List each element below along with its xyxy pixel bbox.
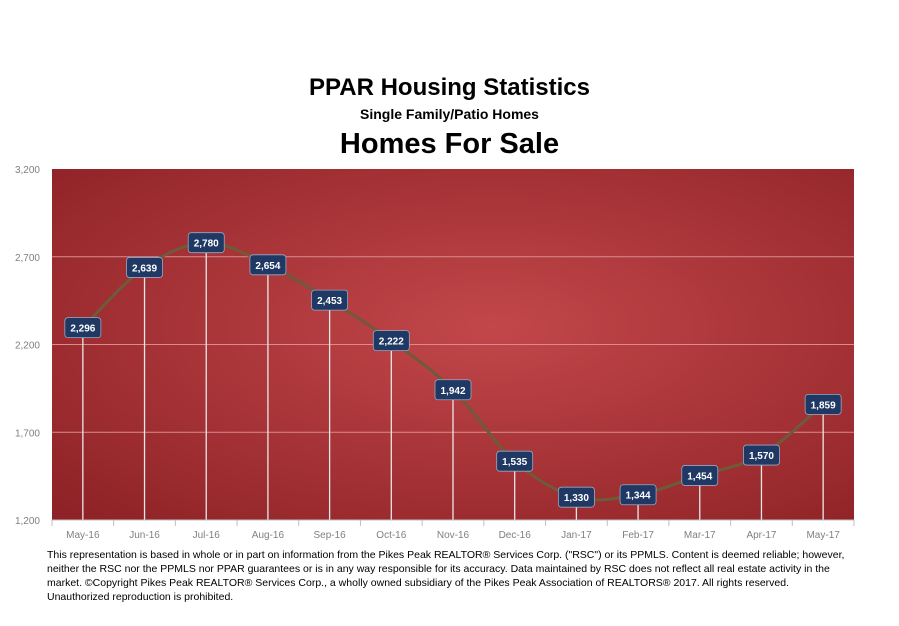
x-tick-label: Nov-16 bbox=[437, 530, 470, 540]
drop-lines bbox=[82, 242, 824, 520]
data-label-text: 1,330 bbox=[564, 493, 589, 504]
data-label-text: 2,639 bbox=[132, 263, 157, 274]
data-label-box bbox=[187, 232, 225, 254]
x-tick-label: Sep-16 bbox=[313, 530, 346, 540]
data-label: 1,570 bbox=[743, 444, 780, 466]
data-label-box bbox=[496, 450, 534, 472]
x-tick-label: Apr-17 bbox=[746, 530, 776, 540]
y-tick-label: 1,700 bbox=[15, 428, 40, 439]
subtitle: Single Family/Patio Homes bbox=[360, 106, 539, 122]
y-tick-label: 1,200 bbox=[15, 516, 40, 527]
x-tick-label: Jun-16 bbox=[129, 530, 160, 540]
data-label: 2,453 bbox=[311, 289, 349, 311]
x-tick-label: Jan-17 bbox=[561, 530, 592, 540]
data-label: 1,330 bbox=[557, 486, 595, 508]
homes-for-sale-line-chart: 1,200 1,700 2,200 2,700 3,200 May-16 Jun-16 Ju… bbox=[15, 165, 855, 540]
data-label-text: 2,780 bbox=[194, 239, 219, 250]
data-label-text: 2,453 bbox=[317, 296, 342, 307]
data-label-box bbox=[557, 486, 595, 508]
data-label: 2,296 bbox=[64, 317, 102, 339]
data-label-box bbox=[372, 330, 410, 352]
data-label: 2,780 bbox=[187, 232, 225, 254]
data-label-box bbox=[249, 254, 287, 276]
data-label-text: 1,535 bbox=[502, 457, 527, 468]
data-label: 2,639 bbox=[126, 257, 163, 278]
data-label-text: 1,454 bbox=[687, 471, 712, 482]
data-label-text: 1,942 bbox=[440, 386, 465, 397]
x-tick-label: Mar-17 bbox=[684, 530, 716, 540]
x-tick-label: May-16 bbox=[66, 530, 100, 540]
data-label-text: 1,570 bbox=[749, 451, 774, 462]
data-label: 1,454 bbox=[681, 465, 719, 486]
data-label-text: 2,654 bbox=[255, 261, 280, 272]
data-label-box bbox=[681, 465, 719, 486]
data-label-text: 1,859 bbox=[811, 400, 836, 411]
data-label-box bbox=[64, 317, 102, 339]
data-label-text: 2,222 bbox=[379, 337, 404, 348]
data-label-text: 1,344 bbox=[626, 491, 651, 502]
data-label: 2,654 bbox=[249, 254, 287, 276]
disclaimer-text: This representation is based in whole or… bbox=[47, 549, 845, 603]
main-title: PPAR Housing Statistics bbox=[309, 74, 590, 101]
data-label-box bbox=[619, 484, 657, 506]
y-tick-label: 2,200 bbox=[15, 341, 40, 352]
x-axis: May-16 Jun-16 Jul-16 Aug-16 Sep-16 Oct-16 Nov-… bbox=[51, 519, 855, 540]
data-labels: 2,296 2,639 2,780 2,654 2,453 2,222 1,942 1,535… bbox=[64, 232, 842, 508]
x-tick-label: Feb-17 bbox=[622, 530, 654, 540]
data-label: 1,859 bbox=[804, 393, 842, 415]
data-label-box bbox=[804, 393, 842, 415]
data-label-text: 2,296 bbox=[70, 324, 95, 335]
x-tick-label: Oct-16 bbox=[376, 530, 406, 540]
y-tick-label: 2,700 bbox=[15, 253, 40, 264]
x-tick-label: Jul-16 bbox=[193, 530, 221, 540]
data-label: 1,942 bbox=[434, 379, 472, 401]
y-tick-label: 3,200 bbox=[15, 165, 40, 176]
data-label-box bbox=[743, 444, 780, 466]
data-label-box bbox=[434, 379, 472, 401]
data-label: 2,222 bbox=[372, 330, 410, 352]
data-label: 1,344 bbox=[619, 484, 657, 506]
x-tick-label: Dec-16 bbox=[499, 530, 532, 540]
data-label-box bbox=[126, 257, 163, 278]
y-axis: 1,200 1,700 2,200 2,700 3,200 bbox=[15, 165, 40, 527]
chart-title: Homes For Sale bbox=[339, 128, 560, 160]
data-label-box bbox=[311, 289, 349, 311]
x-tick-label: May-17 bbox=[806, 530, 840, 540]
x-tick-label: Aug-16 bbox=[252, 530, 285, 540]
data-label: 1,535 bbox=[496, 450, 534, 472]
